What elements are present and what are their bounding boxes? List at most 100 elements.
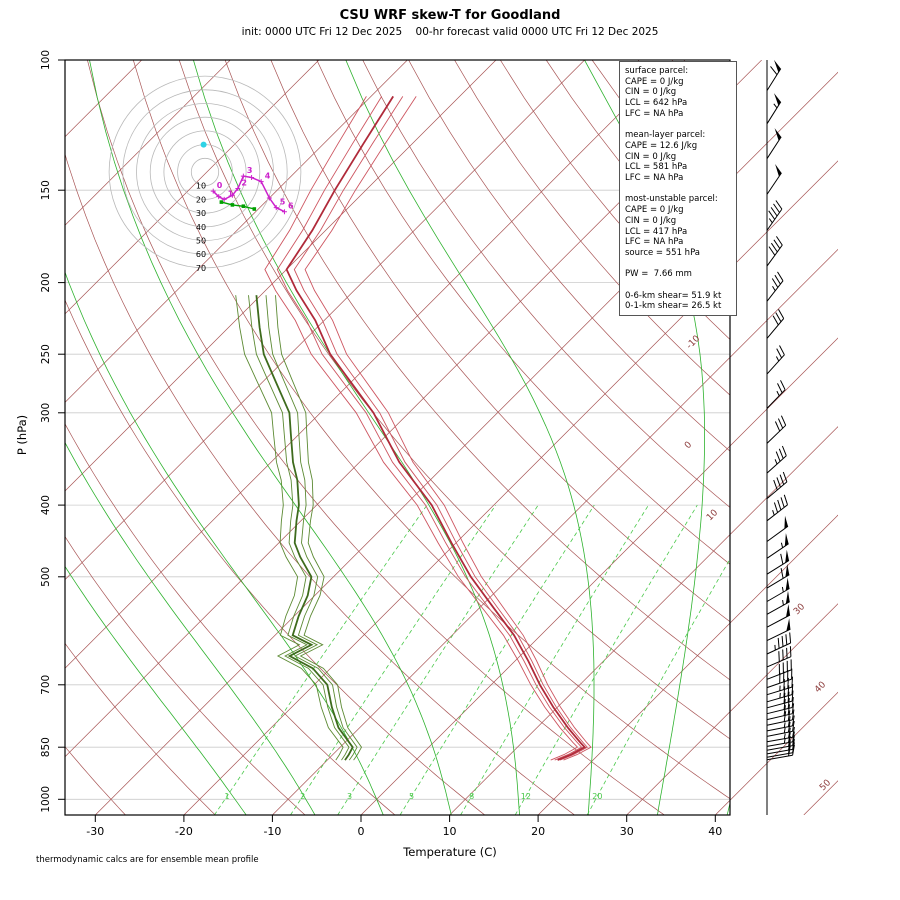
moist-adiabat-lines [65,60,730,815]
mixing-ratio-label: 1 [225,792,230,801]
hodograph-ring-label: 60 [196,250,206,259]
wind-barb [766,542,789,559]
x-axis-title: Temperature (C) [403,845,497,859]
wind-barb [766,628,791,642]
wind-barb [766,726,795,743]
wind-barb-pennant [785,563,790,578]
wind-barb [766,525,789,542]
hodograph-ring-label: 50 [196,237,206,246]
info-line: CIN = 0 J/kg [625,151,677,162]
info-line: 0-6-km shear= 51.9 kt [625,290,722,301]
wind-barb-pennant [785,577,790,591]
hodograph-trace-marker [249,174,255,180]
parcel-info-box: surface parcel: CAPE = 0 J/kg CIN = 0 J/kg… [619,61,737,317]
isotherm-labels: -10 0 10 30 40 50 [683,334,833,794]
chart-subtitle: init: 0000 UTC Fri 12 Dec 2025 00-hr for… [241,26,659,38]
wind-barb [766,744,795,761]
wind-barb [766,715,795,732]
wind-barb [766,309,785,339]
wind-barb [766,739,795,755]
wind-barb-pennant [785,549,789,563]
hodograph-ring-label: 30 [196,209,206,218]
info-line: LCL = 642 hPa [625,98,688,109]
info-line: LFC = NA hPa [625,237,684,248]
wind-barb [766,668,793,689]
info-line: most-unstable parcel: [625,194,718,205]
wind-barb [766,200,783,231]
info-line [625,120,734,131]
info-line: LFC = NA hPa [625,173,684,184]
hodograph-ring-label: 10 [196,182,206,191]
info-line: LFC = NA hPa [625,108,684,119]
footnote: thermodynamic calcs are for ensemble mea… [36,855,259,865]
temperature-profile [264,95,592,761]
wind-barb [766,415,787,444]
wind-barb [766,690,794,709]
temp-tick-label: 10 [443,825,457,838]
wind-barb [766,345,785,375]
hodograph-ring [190,157,220,187]
wind-barb [766,614,791,628]
hodograph-ring [136,103,274,241]
hodograph-km-label: 5 [280,198,286,207]
wind-barb [766,494,788,522]
info-line: CAPE = 0 J/kg [625,205,684,216]
hodograph-trace-marker [235,185,241,191]
wind-barb [766,676,793,696]
wind-barb-pennant [786,618,791,632]
info-line: CIN = 0 J/kg [625,215,677,226]
dewpoint-profile [235,295,363,761]
wind-barb [766,632,792,655]
mixing-ratio-label: 3 [347,792,352,801]
wind-barb [766,646,792,668]
hodograph-km-label: 4 [265,172,271,181]
wind-barb [766,684,794,703]
mixing-ratio-label: 12 [521,792,531,801]
wind-barb [766,600,790,615]
wind-barb [766,553,790,575]
temp-tick-label: 20 [531,825,545,838]
isotherm-label: -10 [685,334,703,352]
wind-barb [766,703,795,721]
hodograph-trace2-marker [219,200,224,204]
wind-barb-pennant [774,93,781,106]
hodograph-ring-label: 40 [196,223,206,232]
pressure-tick-label: 850 [40,737,52,757]
wind-barb [766,568,790,589]
mixing-ratio-label: 5 [409,792,414,801]
temp-tick-label: 30 [620,825,634,838]
info-line: CAPE = 0 J/kg [625,76,684,87]
wind-barb [766,101,782,125]
wind-barb-pennant [786,604,790,618]
isotherm-label: 30 [792,602,807,617]
pressure-tick-label: 300 [40,403,52,423]
info-line: surface parcel: [625,66,689,76]
hodograph-trace-marker [273,205,279,211]
hodograph-km-label: 3 [247,166,253,175]
pressure-tick-label: 200 [40,273,52,293]
hodograph-ring [177,144,233,200]
pressure-tick-label: 100 [40,50,52,70]
wind-barb [766,471,788,499]
info-line: LCL = 581 hPa [625,162,688,173]
info-line: CAPE = 12.6 J/kg [625,140,698,151]
hodograph-ring-label: 20 [196,195,206,204]
info-line: PW = 7.66 mm [625,269,692,280]
isotherm-lines [65,60,838,815]
info-line: LCL = 417 hPa [625,226,688,237]
wind-barb [766,445,787,474]
wind-barb-pennant [774,59,781,73]
wind-barb [766,136,782,159]
pressure-tick-label: 250 [40,344,52,364]
mixing-ratio-label: 20 [592,792,602,801]
pressure-tick-label: 500 [40,567,52,587]
pressure-tick-label: 400 [40,495,52,515]
wind-barb [766,380,786,409]
hodograph-km-label: 1 [228,189,234,198]
isotherm-label: 10 [705,508,720,523]
wind-barbs [766,59,795,815]
hodograph-ring [149,116,261,228]
info-line [625,184,734,195]
hodograph-trace-marker [229,192,235,198]
